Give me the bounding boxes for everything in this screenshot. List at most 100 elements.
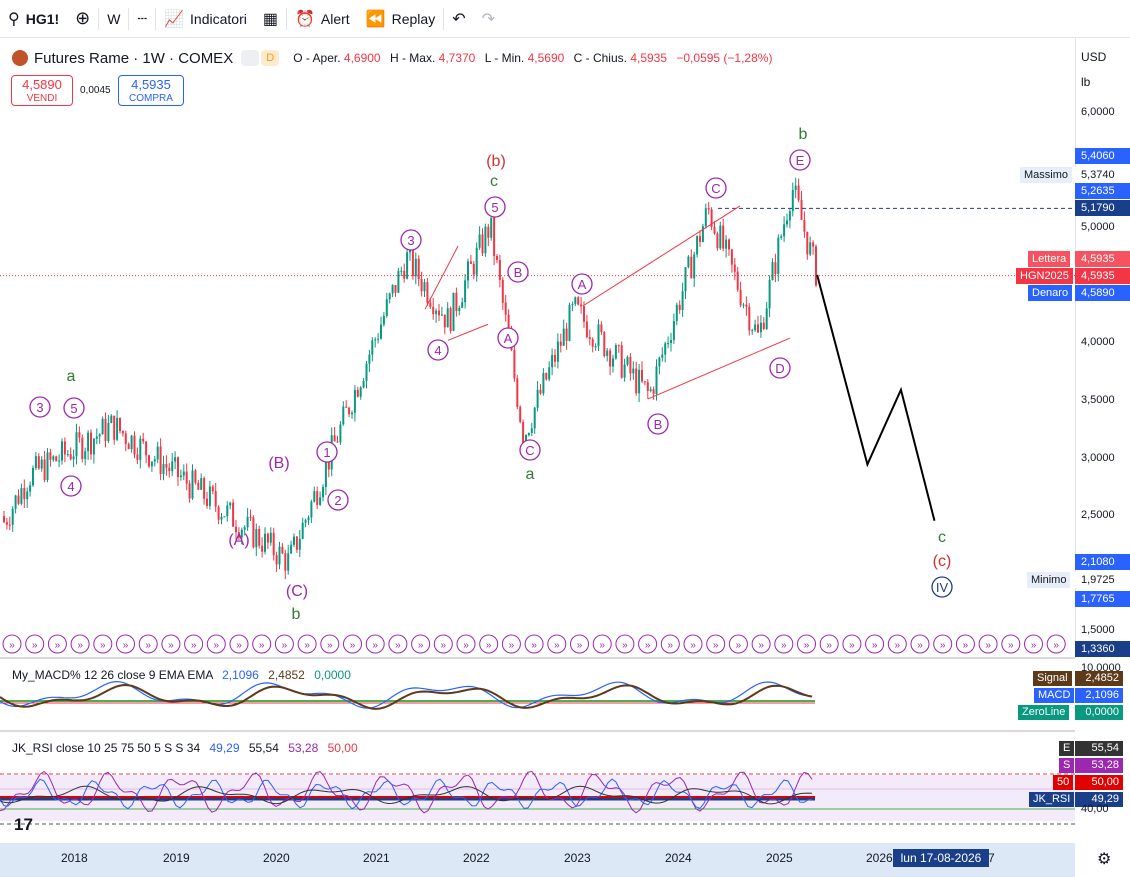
marker-circle <box>660 634 680 654</box>
session-marker-icon: » <box>842 634 862 654</box>
candle-body <box>232 502 235 527</box>
candle-body <box>481 234 484 254</box>
marker-glyph: » <box>259 640 265 651</box>
wave-circle-icon <box>316 441 338 463</box>
candle-body <box>150 461 153 467</box>
candle-body <box>382 315 385 325</box>
marker-circle <box>297 634 317 654</box>
marker-circle <box>547 634 567 654</box>
open-value: 4,6900 <box>343 51 381 65</box>
marker-glyph: » <box>304 640 310 651</box>
wave-label-text: E <box>796 153 805 168</box>
candle-body <box>385 299 388 316</box>
candle-body <box>336 441 339 443</box>
interval-button[interactable]: W <box>99 0 128 38</box>
candle-body <box>426 282 429 303</box>
candle-body <box>690 256 693 279</box>
candle-body <box>577 297 580 305</box>
candle-body <box>635 368 638 394</box>
candle-body <box>597 324 600 347</box>
session-marker-icon: » <box>184 634 204 654</box>
session-marker-icon: » <box>1046 634 1066 654</box>
drawings <box>0 205 1075 521</box>
alert-label: Alert <box>320 10 350 27</box>
candle-body <box>110 415 113 423</box>
replay-button[interactable]: ⏪ Replay <box>358 0 444 38</box>
price-tick: 3,5000 <box>1081 394 1115 406</box>
wave-label: 2 <box>327 489 349 511</box>
price-scale[interactable] <box>1075 38 1130 658</box>
candle-body <box>182 471 185 476</box>
macd-line <box>0 680 813 709</box>
zeroline-label: ZeroLine <box>1018 705 1070 720</box>
year-tick: 2026 <box>866 851 893 865</box>
price-tick: 2,5000 <box>1081 509 1115 521</box>
session-marker-icon: » <box>456 634 476 654</box>
wave-label-text: b <box>292 606 301 623</box>
symbol-search[interactable]: ⚲ HG1! <box>0 0 67 38</box>
candle-body <box>290 544 293 554</box>
divider <box>285 7 287 30</box>
currency-selector[interactable]: USD <box>1081 50 1107 64</box>
marker-circle <box>252 634 272 654</box>
chart-type-button[interactable]: ┄ <box>129 0 155 38</box>
rsi-s-value: 53,28 <box>1075 758 1123 773</box>
candle-body <box>403 270 406 279</box>
candle-body <box>496 256 498 260</box>
candle-body <box>542 373 545 394</box>
candle-body <box>394 284 397 293</box>
sell-button[interactable]: 4,5890 VENDI <box>11 75 73 106</box>
candle-body <box>504 302 507 315</box>
redo-button[interactable]: ↷ <box>474 0 503 38</box>
candle-body <box>623 364 626 378</box>
candle-body <box>533 407 536 429</box>
ask-value: 4,5935 <box>1075 251 1130 267</box>
candle-body <box>78 432 81 438</box>
grid-icon: ▦ <box>262 10 278 28</box>
indicators-button[interactable]: 📈 Indicatori <box>156 0 255 38</box>
session-marker-icon: » <box>138 634 158 654</box>
alert-button[interactable]: ⏰ Alert <box>287 0 358 38</box>
undo-button[interactable]: ↶ <box>444 0 473 38</box>
candle-body <box>229 502 232 506</box>
marker-glyph: » <box>554 640 560 651</box>
candle-body <box>583 306 585 322</box>
signal-label: Signal <box>1033 671 1072 686</box>
unit-selector[interactable]: lb <box>1081 75 1091 89</box>
candle-body <box>600 324 603 333</box>
settings-gear-icon[interactable]: ⚙ <box>1097 851 1112 868</box>
candle-body <box>803 219 806 232</box>
marker-circle <box>433 634 453 654</box>
wave-label-text: D <box>775 361 784 376</box>
marker-glyph: » <box>168 640 174 651</box>
candle-body <box>777 237 780 275</box>
candle-body <box>507 314 510 336</box>
candle-body <box>443 314 446 328</box>
candle-body <box>235 526 237 533</box>
candle-body <box>246 516 249 528</box>
session-marker-icon: » <box>161 634 181 654</box>
candle-body <box>81 437 84 460</box>
session-marker-icon: » <box>706 634 726 654</box>
chart-area[interactable]: a 3 5 4 (A) (B) (C) b 1 2 3 4 5 c (b) B A Ca A B C D Eb c (c) IV »… <box>0 38 1075 843</box>
candle-body <box>562 328 565 346</box>
rsi-name: JK_RSI close 10 25 75 50 5 S S 34 <box>12 741 201 755</box>
candle-body <box>58 460 61 462</box>
status-dot-icon <box>241 50 260 66</box>
candle-body <box>757 324 759 333</box>
candle-body <box>61 441 63 461</box>
session-marker-icon: » <box>887 634 907 654</box>
layouts-button[interactable]: ▦ <box>255 0 286 38</box>
buy-button[interactable]: 4,5935 COMPRA <box>118 75 184 106</box>
session-marker-icon: » <box>479 634 499 654</box>
session-marker-icon: » <box>955 634 975 654</box>
candle-body <box>266 533 269 543</box>
signal-line <box>0 683 813 710</box>
candle-body <box>559 341 562 346</box>
add-symbol-button[interactable]: ⊕ <box>67 0 98 38</box>
marker-glyph: » <box>758 640 764 651</box>
candle-body <box>484 226 487 254</box>
candle-body <box>710 209 713 227</box>
marker-glyph: » <box>418 640 424 651</box>
candle-body <box>800 200 803 220</box>
